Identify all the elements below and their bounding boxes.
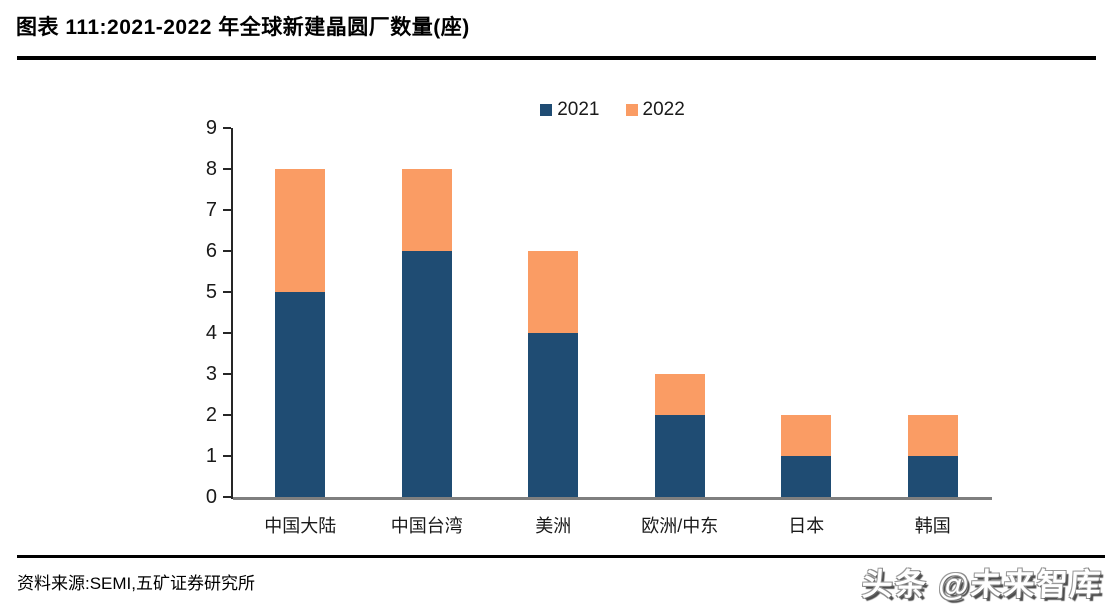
y-axis-tick xyxy=(223,250,231,252)
category-label: 中国大陆 xyxy=(264,516,337,536)
legend-item-2021: 2021 xyxy=(540,99,600,121)
category-label: 中国台湾 xyxy=(390,516,463,536)
bar-segment-2022 xyxy=(781,415,832,456)
category-label: 日本 xyxy=(788,516,825,536)
bar-segment-2021 xyxy=(275,292,326,497)
legend-label: 2021 xyxy=(557,99,600,120)
category-label: 美洲 xyxy=(535,516,572,536)
y-axis-tick xyxy=(223,127,231,129)
y-axis-tick xyxy=(223,496,231,498)
y-axis-tick xyxy=(223,414,231,416)
page-title: 图表 111:2021-2022 年全球新建晶圆厂数量(座) xyxy=(16,16,470,39)
category-label: 欧洲/中东 xyxy=(641,516,719,536)
legend-label: 2022 xyxy=(642,99,685,120)
bar-segment-2022 xyxy=(275,169,326,292)
bar-segment-2021 xyxy=(907,456,958,497)
bar-segment-2022 xyxy=(528,251,579,333)
y-axis-tick xyxy=(223,455,231,457)
y-axis-tick xyxy=(223,168,231,170)
y-tick-label: 8 xyxy=(205,158,217,180)
y-tick-label: 9 xyxy=(205,117,217,139)
title-separator-line xyxy=(17,56,1096,60)
bar-segment-2022 xyxy=(907,415,958,456)
y-tick-label: 5 xyxy=(205,281,217,303)
bar-segment-2021 xyxy=(654,415,705,497)
category-label: 韩国 xyxy=(914,516,951,536)
y-axis-tick xyxy=(223,332,231,334)
legend-item-2022: 2022 xyxy=(625,99,685,121)
y-axis-line xyxy=(231,128,233,499)
y-tick-label: 2 xyxy=(205,404,217,426)
y-axis-tick xyxy=(223,209,231,211)
y-tick-label: 1 xyxy=(205,445,217,467)
y-tick-label: 7 xyxy=(205,199,217,221)
y-tick-label: 4 xyxy=(205,322,217,344)
bar-segment-2021 xyxy=(401,251,452,497)
bar-segment-2022 xyxy=(401,169,452,251)
source-note: 资料来源:SEMI,五矿证券研究所 xyxy=(17,574,256,593)
footer-separator-line xyxy=(17,555,1105,558)
y-tick-label: 6 xyxy=(205,240,217,262)
bar-segment-2021 xyxy=(781,456,832,497)
legend-swatch-icon xyxy=(625,104,638,116)
watermark-text: 头条 @未来智库 xyxy=(861,567,1104,602)
y-axis-tick xyxy=(223,373,231,375)
chart-legend: 2021 2022 xyxy=(233,99,992,121)
x-axis-line xyxy=(233,497,992,500)
y-axis-tick xyxy=(223,291,231,293)
bar-segment-2021 xyxy=(528,333,579,497)
y-tick-label: 3 xyxy=(205,363,217,385)
y-tick-label: 0 xyxy=(205,486,217,508)
legend-swatch-icon xyxy=(540,104,553,116)
bar-segment-2022 xyxy=(654,374,705,415)
